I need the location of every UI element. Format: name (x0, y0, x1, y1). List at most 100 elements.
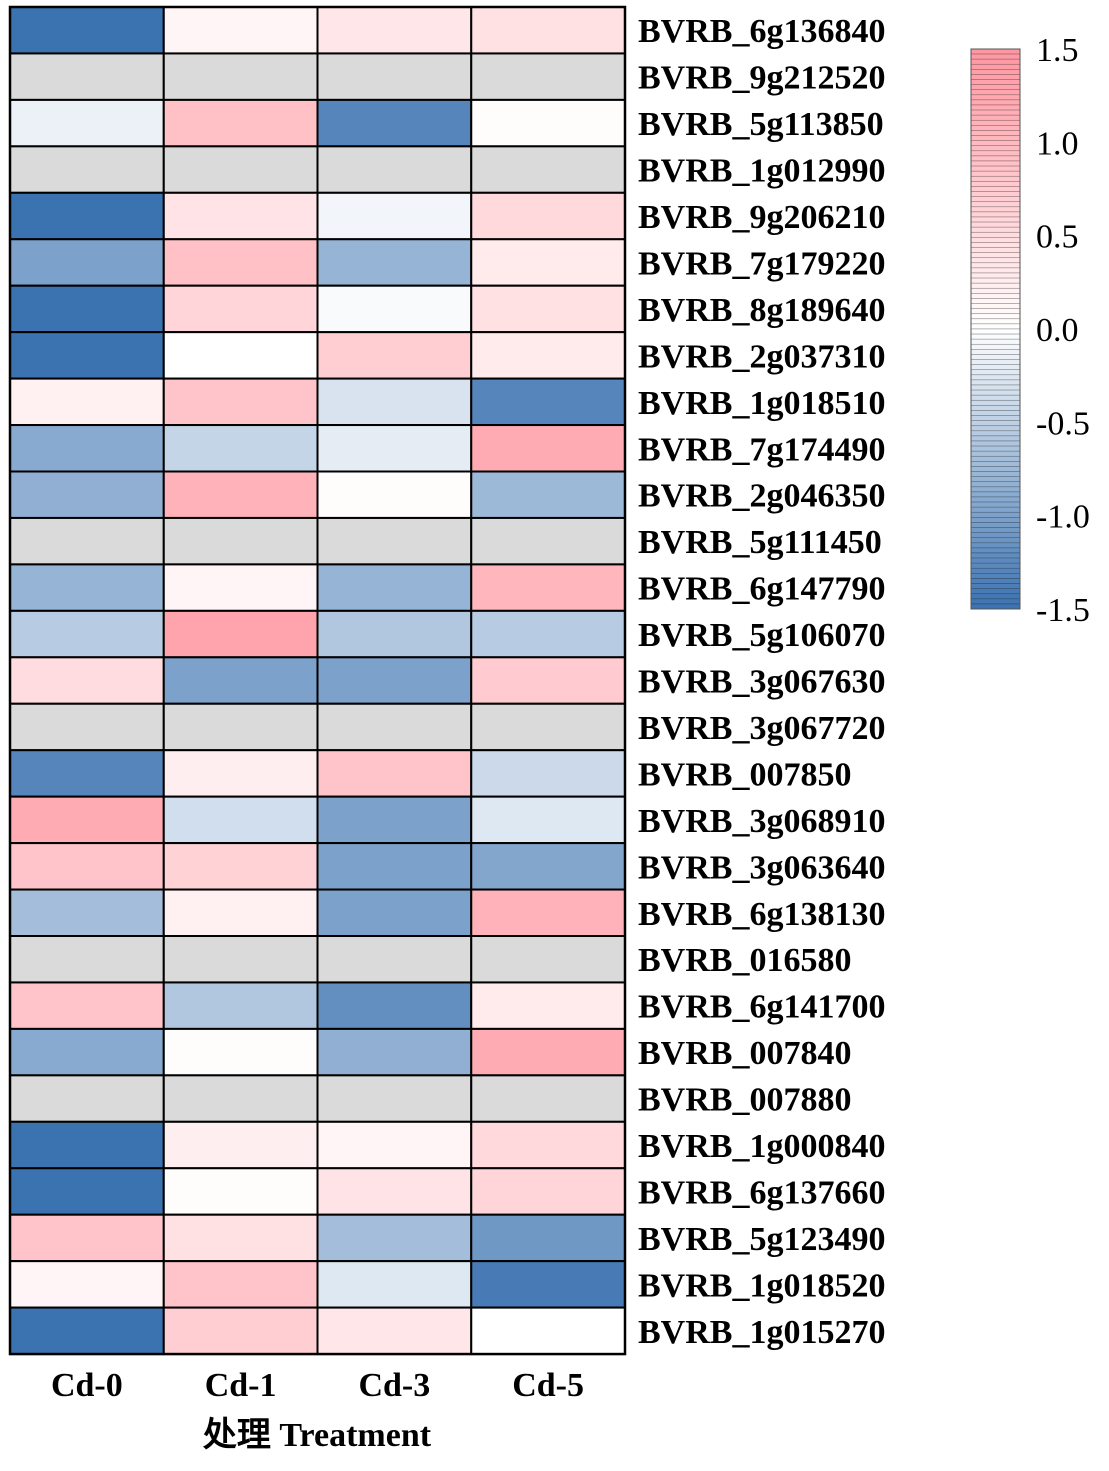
heatmap-cell (316, 749, 473, 798)
colorbar-stripe (970, 435, 1021, 442)
colorbar-stripe (970, 532, 1021, 539)
heatmap-cell (9, 981, 165, 1030)
colorbar-stripe (970, 119, 1021, 126)
colorbar-stripe (970, 410, 1021, 416)
heatmap-cell (316, 1074, 473, 1123)
colorbar-stripe (970, 547, 1021, 554)
heatmap-cell (316, 6, 473, 55)
heatmap-cell (470, 563, 626, 612)
gene-label: BVRB_3g068910 (638, 803, 885, 840)
gene-label: BVRB_9g212520 (638, 60, 885, 97)
heatmap-cell (9, 1306, 165, 1356)
colorbar-stripe (970, 282, 1021, 289)
colorbar-stripe (970, 450, 1021, 457)
colorbar-stripe (970, 369, 1021, 376)
x-tick-label: Cd-1 (205, 1367, 277, 1404)
x-tick-label: Cd-0 (51, 1367, 123, 1404)
heatmap-cell (316, 331, 473, 380)
gene-label: BVRB_3g063640 (638, 849, 885, 886)
x-tick-label: Cd-3 (358, 1367, 430, 1404)
heatmap-cell (162, 563, 319, 612)
colorbar-tick-label: 1.5 (1036, 32, 1079, 69)
heatmap-cell (470, 842, 626, 891)
heatmap-cells (8, 5, 627, 1356)
heatmap-cell (470, 424, 626, 473)
colorbar-stripe (970, 349, 1021, 355)
colorbar-stripe (970, 74, 1021, 80)
colorbar-stripe (970, 308, 1021, 315)
colorbar-stripe (970, 578, 1021, 584)
heatmap-cell (470, 981, 626, 1030)
gene-labels: BVRB_6g136840 BVRB_9g212520 BVRB_5g113850 B… (638, 13, 885, 1351)
gene-label: BVRB_6g141700 (638, 989, 885, 1026)
gene-label: BVRB_3g067720 (638, 710, 885, 747)
colorbar-stripe (970, 63, 1021, 70)
colorbar-stripe (970, 79, 1021, 85)
heatmap-cell (9, 1120, 165, 1170)
colorbar-stripe (970, 160, 1021, 167)
heatmap-cell (316, 702, 473, 752)
colorbar-stripe (970, 206, 1021, 213)
heatmap-cell (470, 702, 626, 752)
colorbar-stripe (970, 196, 1021, 203)
colorbar-stripe (970, 603, 1021, 610)
colorbar-stripe (970, 405, 1021, 411)
gene-label: BVRB_007850 (638, 756, 851, 793)
heatmap-cell (162, 888, 319, 937)
colorbar-stripe (970, 318, 1021, 325)
colorbar-stripe (970, 573, 1021, 579)
heatmap-cell (162, 1306, 319, 1356)
colorbar-stripe (970, 186, 1021, 192)
heatmap-cell (316, 1120, 473, 1170)
colorbar-stripe (970, 257, 1021, 264)
colorbar-stripe (970, 583, 1021, 589)
heatmap-cell (470, 1260, 626, 1309)
heatmap-cell (316, 1306, 473, 1356)
gene-label: BVRB_6g138130 (638, 896, 885, 933)
colorbar-stripe (970, 537, 1021, 544)
heatmap-border (8, 5, 627, 1356)
heatmap-cell (470, 145, 626, 194)
gene-label: BVRB_5g106070 (638, 617, 885, 654)
colorbar-stripe (970, 114, 1021, 121)
colorbar-stripe (970, 226, 1021, 233)
colorbar-stripe (970, 527, 1021, 533)
heatmap-cell (316, 935, 473, 984)
heatmap-cell (470, 1074, 626, 1123)
heatmap-cell (162, 935, 319, 984)
heatmap-cell (470, 191, 626, 241)
colorbar-stripe (970, 155, 1021, 162)
heatmap-cell (162, 284, 319, 334)
x-axis-label: 处理 Treatment (202, 1416, 432, 1454)
colorbar-tick-label: -1.5 (1036, 592, 1090, 629)
colorbar-stripe (970, 69, 1021, 75)
colorbar-stripe (970, 58, 1021, 65)
colorbar-stripe (970, 598, 1021, 605)
heatmap-cell (316, 842, 473, 891)
x-tick-label: Cd-5 (512, 1367, 584, 1404)
heatmap-cell (9, 749, 165, 798)
colorbar-stripe (970, 135, 1021, 141)
heatmap-cell (470, 935, 626, 984)
heatmap-cell (162, 1074, 319, 1123)
colorbar-stripe (970, 593, 1021, 600)
colorbar-stripe (970, 277, 1021, 284)
colorbar-tick-label: -1.0 (1036, 499, 1090, 536)
colorbar-stripe (970, 476, 1021, 483)
heatmap-cell (316, 888, 473, 937)
colorbar-stripe (970, 517, 1021, 523)
gene-label: BVRB_1g000840 (638, 1128, 885, 1165)
heatmap-cell (9, 6, 165, 55)
heatmap-cell (162, 516, 319, 566)
colorbar-stripe (970, 333, 1021, 340)
gene-label: BVRB_1g018520 (638, 1267, 885, 1304)
heatmap-cell (162, 377, 319, 427)
heatmap-cell (162, 1213, 319, 1263)
heatmap-cell (9, 98, 165, 148)
heatmap-cell (162, 749, 319, 798)
colorbar-stripe (970, 542, 1021, 549)
colorbar-stripe (970, 170, 1021, 177)
heatmap-cell (9, 702, 165, 752)
heatmap-cell (316, 1260, 473, 1309)
heatmap-cell (316, 981, 473, 1030)
